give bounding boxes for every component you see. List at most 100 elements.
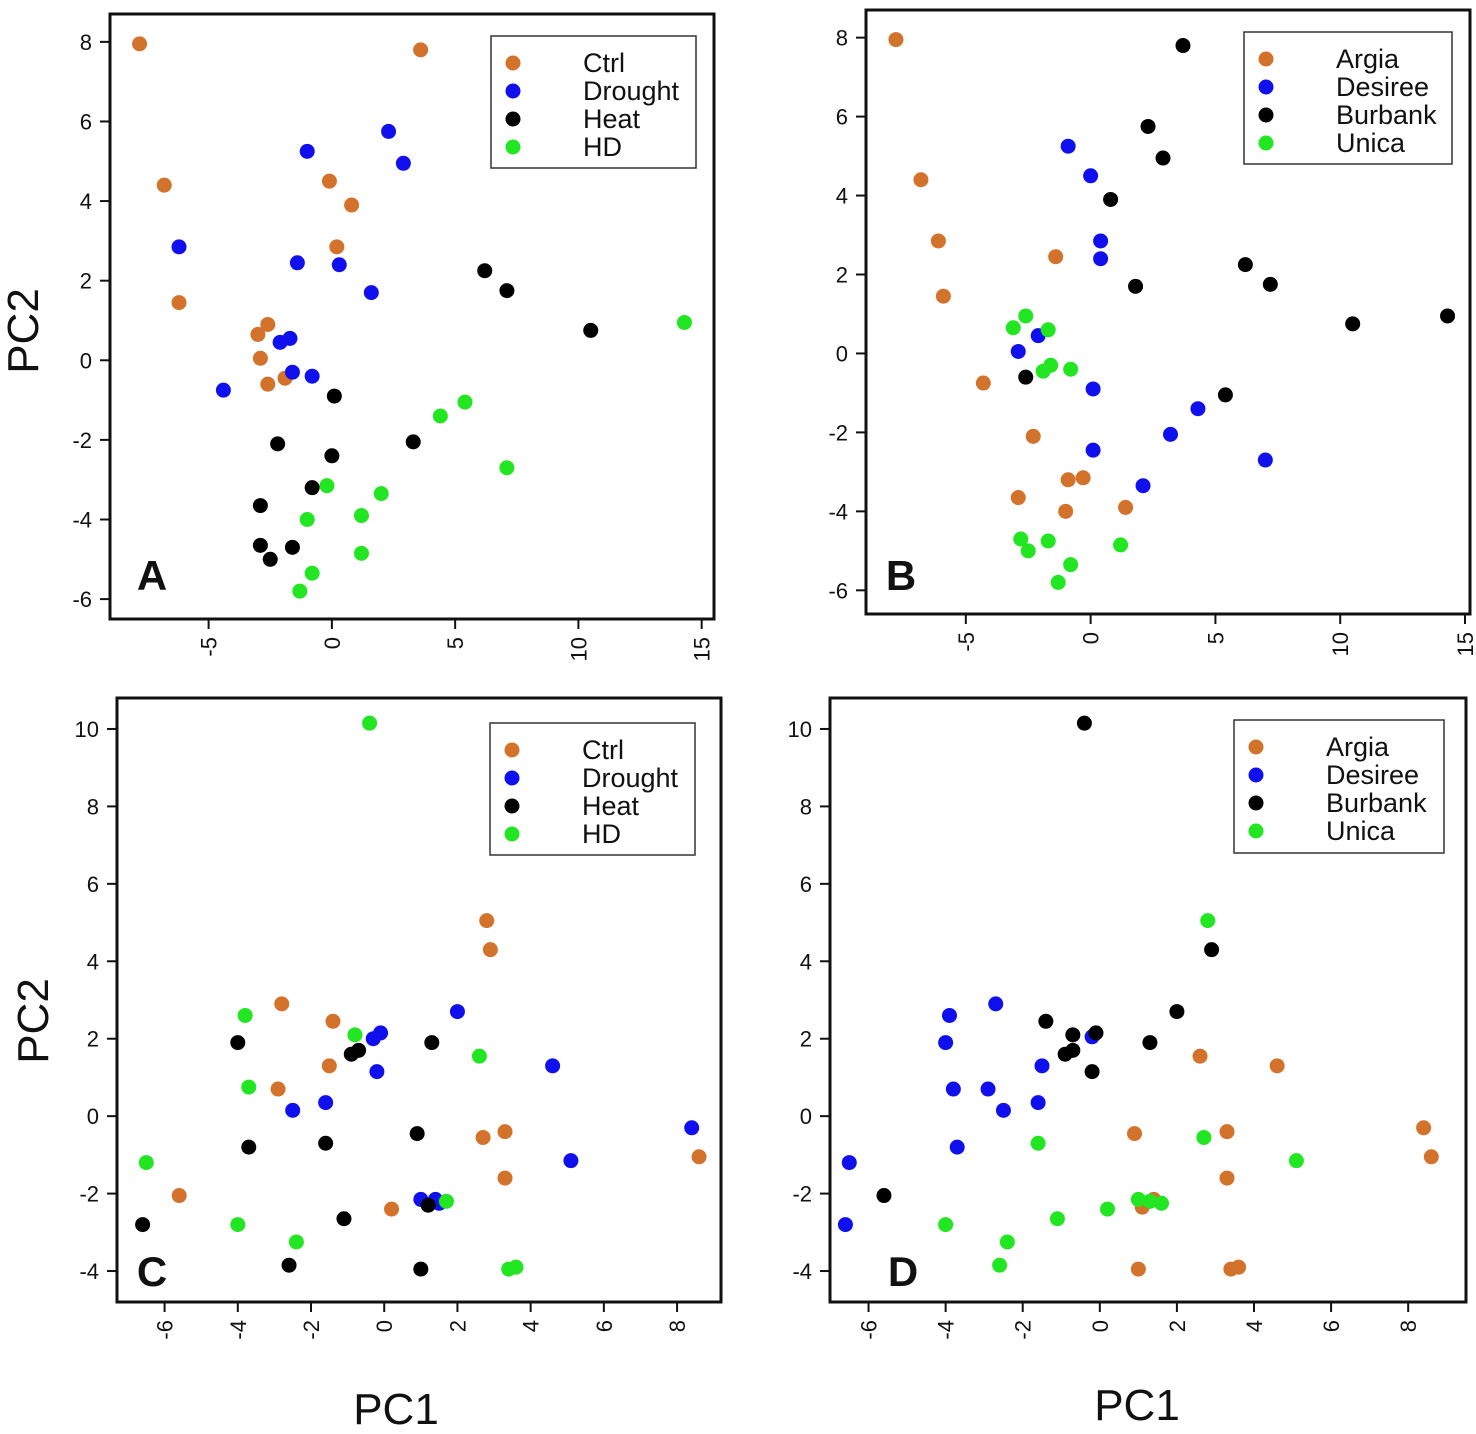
point-unica (1040, 533, 1056, 549)
point-unica (1142, 1193, 1158, 1209)
series-unica (1005, 308, 1129, 590)
y-tick-label: -2 (72, 428, 92, 453)
series-unica (938, 913, 1304, 1273)
point-heat (281, 1257, 297, 1273)
point-argia (935, 288, 951, 304)
point-ctrl (413, 42, 429, 58)
point-unica (999, 1234, 1015, 1250)
point-unica (1013, 531, 1029, 547)
series-desiree (837, 996, 1100, 1233)
point-ctrl (325, 1013, 341, 1029)
y-tick-label: 4 (836, 184, 848, 209)
plot-frame (864, 8, 1472, 616)
point-unica (1020, 543, 1036, 559)
legend-marker (505, 55, 521, 71)
point-argia (1127, 1126, 1143, 1142)
point-drought (282, 330, 298, 346)
point-unica (1043, 357, 1059, 373)
point-burbank (1088, 1025, 1104, 1041)
point-hd (362, 715, 378, 731)
point-hd (676, 314, 692, 330)
y-axis-label-bottom: PC2 (9, 978, 58, 1064)
y-tick-label: 6 (80, 109, 92, 134)
point-desiree (837, 1217, 853, 1233)
legend-marker (1248, 739, 1264, 755)
y-tick-label: 0 (87, 1104, 99, 1129)
point-heat (304, 480, 320, 496)
point-drought (284, 364, 300, 380)
legend-label: Drought (583, 76, 680, 106)
point-heat (318, 1135, 334, 1151)
plot-frame (108, 12, 716, 621)
legend-marker (505, 139, 521, 155)
point-ctrl (479, 913, 495, 929)
series-hd (138, 715, 524, 1277)
legend-label: Heat (583, 104, 641, 134)
point-heat (583, 322, 599, 338)
point-ctrl (252, 350, 268, 366)
y-tick-label: 0 (800, 1104, 812, 1129)
point-burbank (1018, 369, 1034, 385)
point-unica (1049, 1211, 1065, 1227)
point-heat (324, 448, 340, 464)
point-argia (888, 32, 904, 48)
point-ctrl (384, 1201, 400, 1217)
point-heat (284, 539, 300, 555)
legend-label: Argia (1336, 44, 1400, 74)
point-burbank (1084, 1064, 1100, 1080)
point-heat (420, 1197, 436, 1213)
point-burbank (1140, 118, 1156, 134)
point-desiree (1085, 442, 1101, 458)
y-tick-label: -2 (792, 1182, 812, 1207)
x-tick-label: -6 (857, 1320, 882, 1340)
y-tick-label: 10 (75, 717, 99, 742)
point-argia (1060, 472, 1076, 488)
point-unica (1288, 1153, 1304, 1169)
point-unica (1196, 1129, 1212, 1145)
point-burbank (876, 1188, 892, 1204)
point-drought (381, 123, 397, 139)
y-tick-label: 6 (836, 105, 848, 130)
legend-label: HD (583, 132, 622, 162)
point-ctrl (274, 996, 290, 1012)
point-burbank (1155, 150, 1171, 166)
point-drought (449, 1004, 465, 1020)
x-tick-label: 0 (372, 1320, 397, 1332)
point-argia (975, 375, 991, 391)
point-ctrl (475, 1129, 491, 1145)
x-tick-label: 6 (592, 1320, 617, 1332)
point-unica (1030, 1135, 1046, 1151)
point-hd (499, 460, 515, 476)
point-heat (241, 1139, 257, 1155)
point-hd (299, 511, 315, 527)
legend-box (1243, 31, 1453, 165)
plot-frame (115, 696, 723, 1304)
point-ctrl (156, 177, 172, 193)
x-tick-label: -4 (934, 1320, 959, 1340)
point-burbank (1103, 191, 1119, 207)
point-desiree (1034, 1058, 1050, 1074)
point-drought (365, 1031, 381, 1047)
point-argia (1058, 503, 1074, 519)
point-heat (252, 498, 268, 514)
x-tick-label: 15 (690, 637, 715, 661)
point-ctrl (132, 36, 148, 52)
series-burbank (876, 715, 1220, 1204)
point-hd (304, 565, 320, 581)
series-ctrl (171, 913, 707, 1217)
y-tick-label: 10 (788, 717, 812, 742)
y-tick-label: -4 (828, 499, 848, 524)
point-desiree (841, 1155, 857, 1171)
point-burbank (1076, 715, 1092, 731)
point-desiree (1093, 251, 1109, 267)
point-desiree (1190, 401, 1206, 417)
point-argia (1219, 1170, 1235, 1186)
point-desiree (1083, 168, 1099, 184)
y-tick-label: 0 (836, 341, 848, 366)
point-desiree (1085, 381, 1101, 397)
point-argia (930, 233, 946, 249)
x-tick-label: 2 (1165, 1320, 1190, 1332)
series-hd (292, 314, 692, 599)
